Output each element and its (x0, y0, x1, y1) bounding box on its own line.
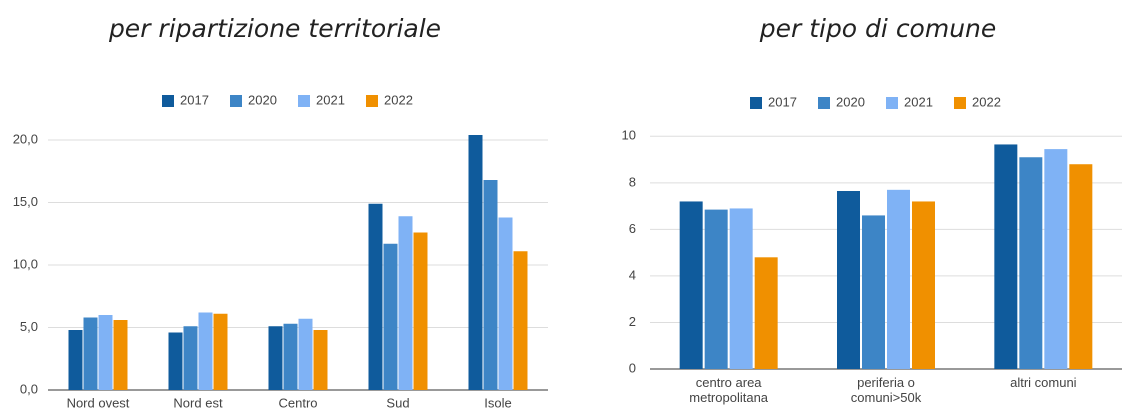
y-tick-label: 6 (629, 221, 636, 236)
bar (1069, 164, 1093, 369)
x-tick-label: altri comuni (1010, 375, 1077, 390)
y-tick-label: 10,0 (13, 256, 38, 271)
y-tick-label: 2 (629, 314, 636, 329)
x-tick-label: Nord est (173, 395, 223, 410)
bar (498, 217, 513, 390)
x-tick-label-box: periferia o comuni>50k (850, 375, 922, 405)
legend-label: 2020 (836, 94, 865, 109)
legend-swatch (818, 97, 830, 109)
x-tick-label-box: altri comuni (1010, 375, 1077, 390)
bar (198, 312, 213, 390)
legend-label: 2022 (972, 94, 1001, 109)
legend-swatch (886, 97, 898, 109)
y-tick-label: 8 (629, 174, 636, 189)
y-tick-label: 4 (629, 267, 636, 282)
x-tick-label: Sud (386, 395, 409, 410)
bar (183, 326, 198, 390)
bar (729, 208, 753, 369)
bar (383, 243, 398, 390)
bar (68, 330, 83, 390)
bar (994, 144, 1018, 369)
bar (837, 190, 860, 369)
bar (213, 313, 228, 390)
x-tick-label-box: centro area metropolitana (689, 375, 769, 405)
bar (83, 317, 98, 390)
y-tick-label: 5,0 (20, 319, 38, 334)
legend-label: 2020 (248, 92, 277, 107)
bar (98, 315, 113, 390)
bar (113, 320, 128, 390)
legend-label: 2017 (768, 94, 797, 109)
bar (704, 209, 728, 369)
legend-swatch (162, 95, 174, 107)
x-tick-label: centro area metropolitana (689, 375, 769, 405)
bar (413, 232, 428, 390)
x-tick-label: periferia o comuni>50k (850, 375, 922, 405)
y-tick-label: 0 (629, 360, 636, 375)
y-tick-label: 0,0 (20, 381, 38, 396)
bar (168, 332, 183, 390)
bar (1019, 157, 1043, 369)
bar (887, 189, 910, 369)
bar (754, 257, 778, 369)
bar (368, 203, 383, 390)
bar (298, 318, 313, 390)
legend-swatch (954, 97, 966, 109)
x-tick-label: Isole (484, 395, 511, 410)
legend-swatch (366, 95, 378, 107)
legend-swatch (230, 95, 242, 107)
legend-label: 2021 (904, 94, 933, 109)
bar (1044, 149, 1068, 369)
legend-swatch (750, 97, 762, 109)
bar (283, 323, 298, 390)
chart-title: per ripartizione territoriale (108, 14, 441, 43)
bar (862, 215, 885, 369)
bar (483, 180, 498, 390)
bar (513, 251, 528, 390)
y-tick-label: 10 (622, 128, 636, 143)
legend-label: 2017 (180, 92, 209, 107)
legend-label: 2022 (384, 92, 413, 107)
chart-title: per tipo di comune (759, 14, 997, 43)
bar (679, 201, 703, 369)
legend-label: 2021 (316, 92, 345, 107)
bar (468, 135, 483, 390)
y-tick-label: 20,0 (13, 131, 38, 146)
bar (398, 216, 413, 390)
legend-swatch (298, 95, 310, 107)
bar (912, 201, 935, 369)
bar (313, 330, 328, 390)
x-tick-label: Nord ovest (67, 395, 130, 410)
y-tick-label: 15,0 (13, 194, 38, 209)
x-tick-label: Centro (278, 395, 317, 410)
bar (268, 326, 283, 390)
